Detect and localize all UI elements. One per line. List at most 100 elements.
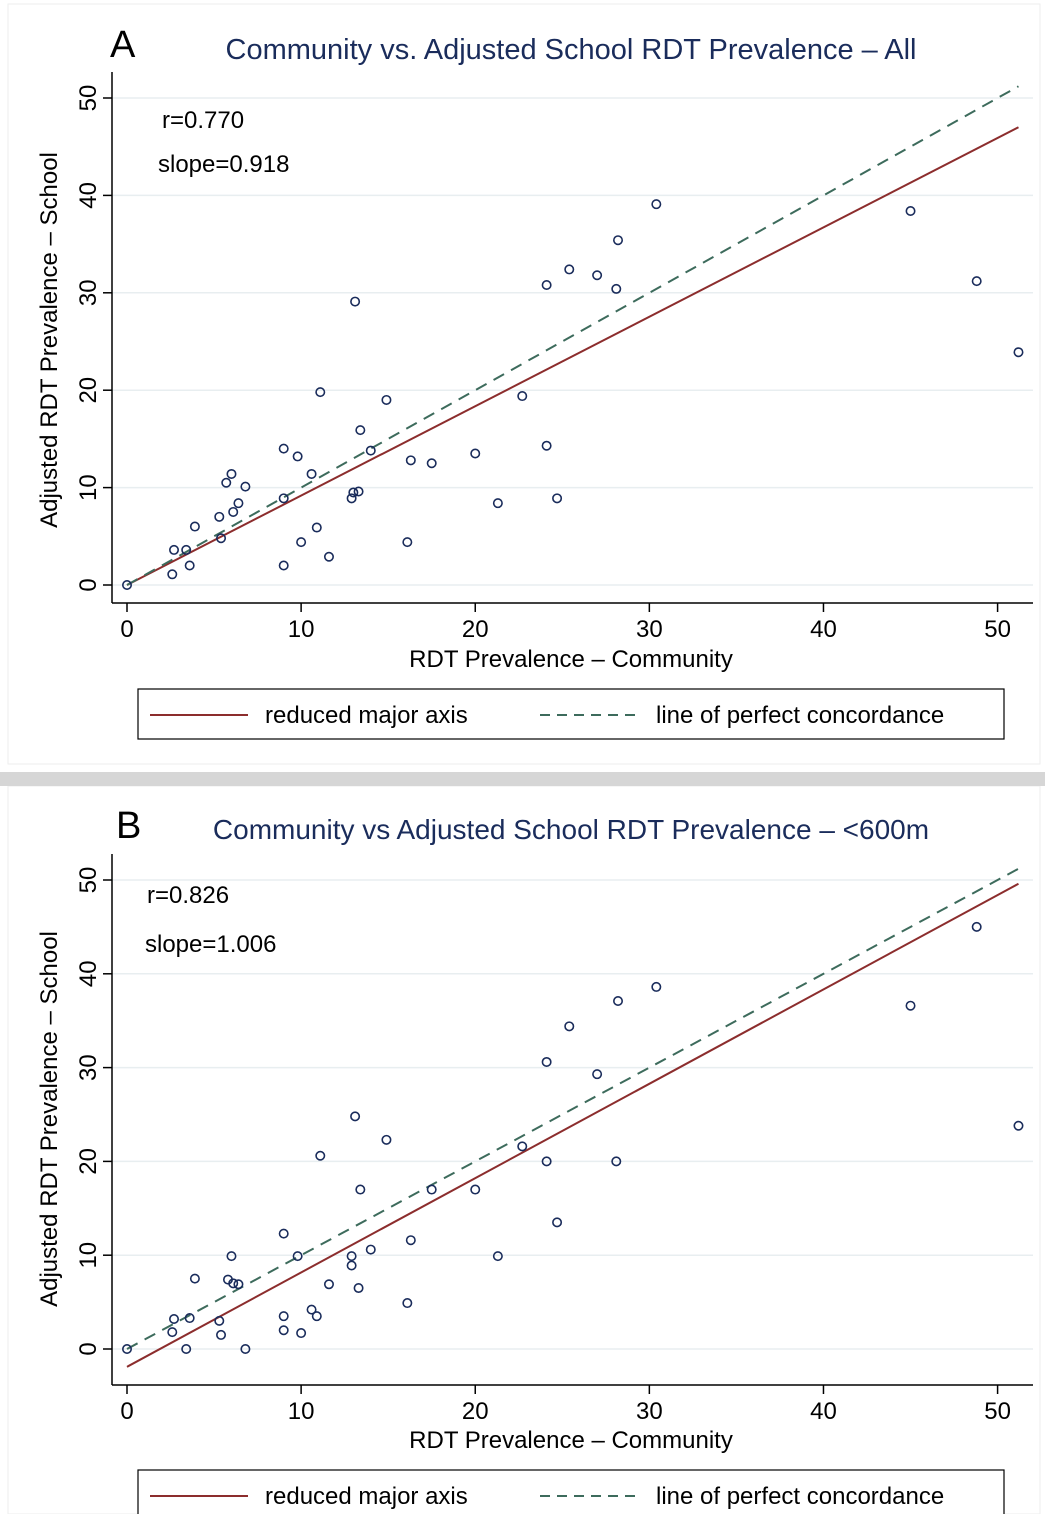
panel-a-data-point-11 [233,498,244,509]
panel-a-data-point-9 [226,468,237,479]
panel-a-data-point-0 [122,579,133,590]
panel-b-data-point-10 [228,1278,239,1289]
panel-b-x-tick-label-0: 0 [120,1398,133,1425]
panel-b-data-point-20 [315,1150,326,1161]
panel-a-legend-concordance-label: line of perfect concordance [656,702,944,729]
panel-b-x-tick-label-3: 30 [636,1398,663,1425]
panel-b: B Community vs Adjusted School RDT Preva… [0,785,1045,1519]
panel-a-rma-line [126,126,1019,586]
panel-b-data-point-26 [355,1184,366,1195]
panel-a-data-point-33 [492,498,503,509]
panel-b-y-tick-label-1: 10 [75,1242,102,1269]
panel-a-data-point-43 [905,205,916,216]
panel-a-slope-annotation: slope=0.918 [158,151,289,178]
panel-b-data-point-17 [296,1328,307,1339]
panel-b-title: Community vs Adjusted School RDT Prevale… [213,814,929,845]
panel-b-y-axis-label: Adjusted RDT Prevalence – School [36,931,63,1307]
panel-b-data-point-35 [541,1156,552,1167]
panel-a-data-point-21 [323,551,334,562]
panel-a-legend: reduced major axis line of perfect conco… [137,688,1005,740]
panel-a-data-point-45 [1013,347,1024,358]
panel-a-plot-area: 0 10 20 30 40 50 0 10 20 30 40 50 [75,72,1033,643]
panel-a-data-point-39 [592,270,603,281]
panel-a-data-point-28 [381,394,392,405]
panel-b-x-tick-label-4: 40 [810,1398,837,1425]
panel-a-data-point-24 [350,296,361,307]
panel-b-data-point-34 [517,1141,528,1152]
panel-b-data-point-30 [405,1235,416,1246]
panel-a-y-tick-label-1: 10 [75,474,102,501]
panel-b-data-point-5 [189,1273,200,1284]
panel-b-data-point-12 [240,1343,251,1354]
panel-b-concordance-line [126,867,1019,1350]
panel-a-data-point-41 [613,235,624,246]
panel-a-data-point-35 [541,440,552,451]
panel-a-x-tick-label-3: 30 [636,616,663,643]
panel-a-frame [7,3,1041,765]
panel-b-y-tick-label-3: 30 [75,1054,102,1081]
panel-b-data-point-0 [122,1343,133,1354]
panel-b-data-point-29 [402,1298,413,1309]
panel-b-data-point-13 [278,1228,289,1239]
panel-a-data-point-26 [355,425,366,436]
panel-a-data-point-7 [216,533,227,544]
panel-a-data-point-14 [278,493,289,504]
panel-a-legend-rma-label: reduced major axis [265,702,468,729]
panel-a-letter: A [110,24,136,66]
panel-b-data-point-9 [226,1251,237,1262]
panel-a-data-point-22 [346,493,357,504]
panel-a-data-point-34 [517,391,528,402]
panel-a-x-tick-label-2: 20 [462,616,489,643]
panel-a-data-point-20 [315,387,326,398]
panel-a-data-point-12 [240,481,251,492]
panel-b-data-point-39 [592,1069,603,1080]
panel-a-data-point-3 [181,544,192,555]
panel-b-data-point-21 [323,1279,334,1290]
panel-b-legend-concordance-label: line of perfect concordance [656,1483,944,1510]
chart-a-svg: A Community vs. Adjusted School RDT Prev… [7,3,1041,765]
panel-b-data-point-43 [905,1000,916,1011]
panel-b-legend: reduced major axis line of perfect conco… [137,1469,1005,1519]
panel-a-data-point-42 [651,199,662,210]
panel-a-data-point-15 [278,560,289,571]
panel-b-data-point-6 [214,1315,225,1326]
panel-b-x-tick-label-1: 10 [288,1398,315,1425]
panel-b-y-tick-label-0: 0 [75,1342,102,1355]
panel-b-data-point-32 [470,1184,481,1195]
panel-b-x-axis-label: RDT Prevalence – Community [409,1427,733,1454]
panel-a-data-point-13 [278,443,289,454]
panel-b-data-point-19 [311,1311,322,1322]
panel-b-plot-area: 0 10 20 30 40 50 0 10 20 30 40 50 [75,854,1033,1425]
panel-a-data-point-32 [470,448,481,459]
panel-a-data-point-40 [611,283,622,294]
panel-b-data-point-11 [233,1279,244,1290]
panel-a-r-annotation: r=0.770 [162,107,244,134]
panel-a-data-point-37 [552,493,563,504]
panel-b-data-point-37 [552,1217,563,1228]
panel-a-data-point-2 [169,544,180,555]
panel-a-concordance-line [126,85,1019,586]
panel-b-data-point-16 [292,1251,303,1262]
panel-b-x-tick-label-5: 50 [984,1398,1011,1425]
panel-b-data-point-14 [278,1311,289,1322]
panel-a-data-point-18 [306,468,317,479]
panel-separator [0,772,1045,786]
panel-b-y-tick-label-2: 20 [75,1148,102,1175]
panel-a-data-point-31 [426,458,437,469]
panel-b-y-tick-label-4: 40 [75,960,102,987]
panel-b-data-point-38 [564,1021,575,1032]
panel-a-data-point-27 [365,445,376,456]
panel-b-data-point-2 [169,1313,180,1324]
panel-a-x-tick-label-0: 0 [120,616,133,643]
panel-b-slope-annotation: slope=1.006 [145,931,276,958]
panel-a-data-point-10 [228,506,239,517]
panel-a-data-point-1 [167,569,178,580]
panel-a-y-tick-label-3: 30 [75,279,102,306]
panel-a-data-point-4 [184,560,195,571]
panel-a-y-tick-label-4: 40 [75,182,102,209]
panel-a-legend-box [137,688,1005,740]
panel-a-data-point-19 [311,522,322,533]
panel-b-data-point-23 [346,1260,357,1271]
panel-b-data-point-36 [541,1056,552,1067]
